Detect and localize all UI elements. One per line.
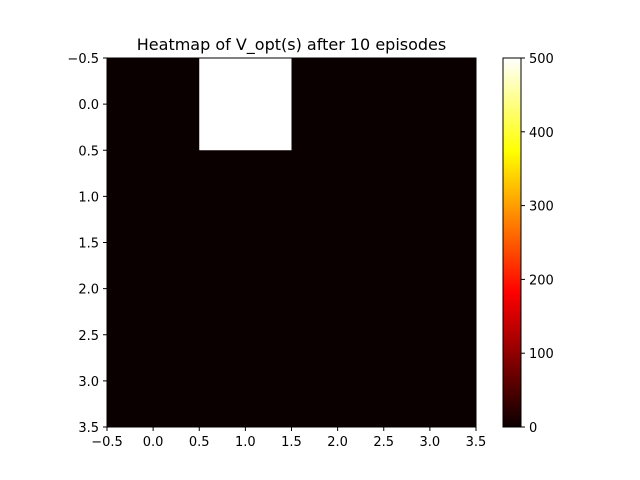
heatmap-cells <box>107 58 477 428</box>
heatmap-cell-r0-c0 <box>107 58 200 151</box>
heatmap-cell-r2-c0 <box>107 242 200 336</box>
x-axis: −0.5 0.0 0.5 1.0 1.5 2.0 2.5 3.0 3.5 <box>91 427 486 450</box>
heatmap-cell-r3-c2 <box>291 334 385 428</box>
x-tick-label: 0.5 <box>189 435 210 450</box>
colorbar-tick-label: 400 <box>529 126 554 141</box>
x-tick-label: 1.0 <box>235 435 256 450</box>
heatmap-cell-r3-c3 <box>383 334 477 428</box>
y-tick-label: 3.0 <box>78 375 99 390</box>
heatmap-cell-r0-c3 <box>383 58 477 151</box>
heatmap-cell-r2-c3 <box>383 242 477 336</box>
heatmap-cell-r3-c1 <box>199 334 292 428</box>
heatmap-cell-r1-c3 <box>383 150 477 243</box>
heatmap-cell-r2-c2 <box>291 242 385 336</box>
y-tick-label: 1.0 <box>78 190 99 205</box>
y-tick-label: 1.5 <box>78 237 99 252</box>
heatmap-cell-r3-c0 <box>107 334 200 428</box>
y-tick-label: 0.0 <box>78 98 99 113</box>
y-tick-label: −0.5 <box>67 52 99 67</box>
x-tick-label: 1.5 <box>281 435 302 450</box>
y-tick-label: 2.5 <box>78 329 99 344</box>
x-tick-label: 2.0 <box>327 435 348 450</box>
colorbar-axis: 0 100 200 300 400 500 <box>521 52 554 436</box>
colorbar-tick-label: 300 <box>529 200 554 215</box>
chart-title: Heatmap of V_opt(s) after 10 episodes <box>137 35 446 55</box>
heatmap-cell-r1-c0 <box>107 150 200 243</box>
y-tick-label: 2.0 <box>78 283 99 298</box>
heatmap-cell-r1-c1 <box>199 150 292 243</box>
heatmap-cell-r2-c1 <box>199 242 292 336</box>
colorbar-tick-label: 500 <box>529 52 554 67</box>
colorbar-tick-label: 200 <box>529 273 554 288</box>
x-tick-label: −0.5 <box>91 435 123 450</box>
heatmap-cell-r0-c1 <box>199 58 292 151</box>
heatmap-cell-r0-c2 <box>291 58 385 151</box>
colorbar-tick-label: 0 <box>529 421 537 436</box>
x-tick-label: 2.5 <box>373 435 394 450</box>
x-tick-label: 3.0 <box>420 435 441 450</box>
colorbar-tick-label: 100 <box>529 347 554 362</box>
y-tick-label: 0.5 <box>78 144 99 159</box>
colorbar <box>502 57 522 428</box>
heatmap-cell-r1-c2 <box>291 150 385 243</box>
y-tick-label: 3.5 <box>78 421 99 436</box>
y-axis: −0.5 0.0 0.5 1.0 1.5 2.0 2.5 3.0 3.5 <box>67 52 107 436</box>
x-tick-label: 0.0 <box>143 435 164 450</box>
x-tick-label: 3.5 <box>466 435 487 450</box>
